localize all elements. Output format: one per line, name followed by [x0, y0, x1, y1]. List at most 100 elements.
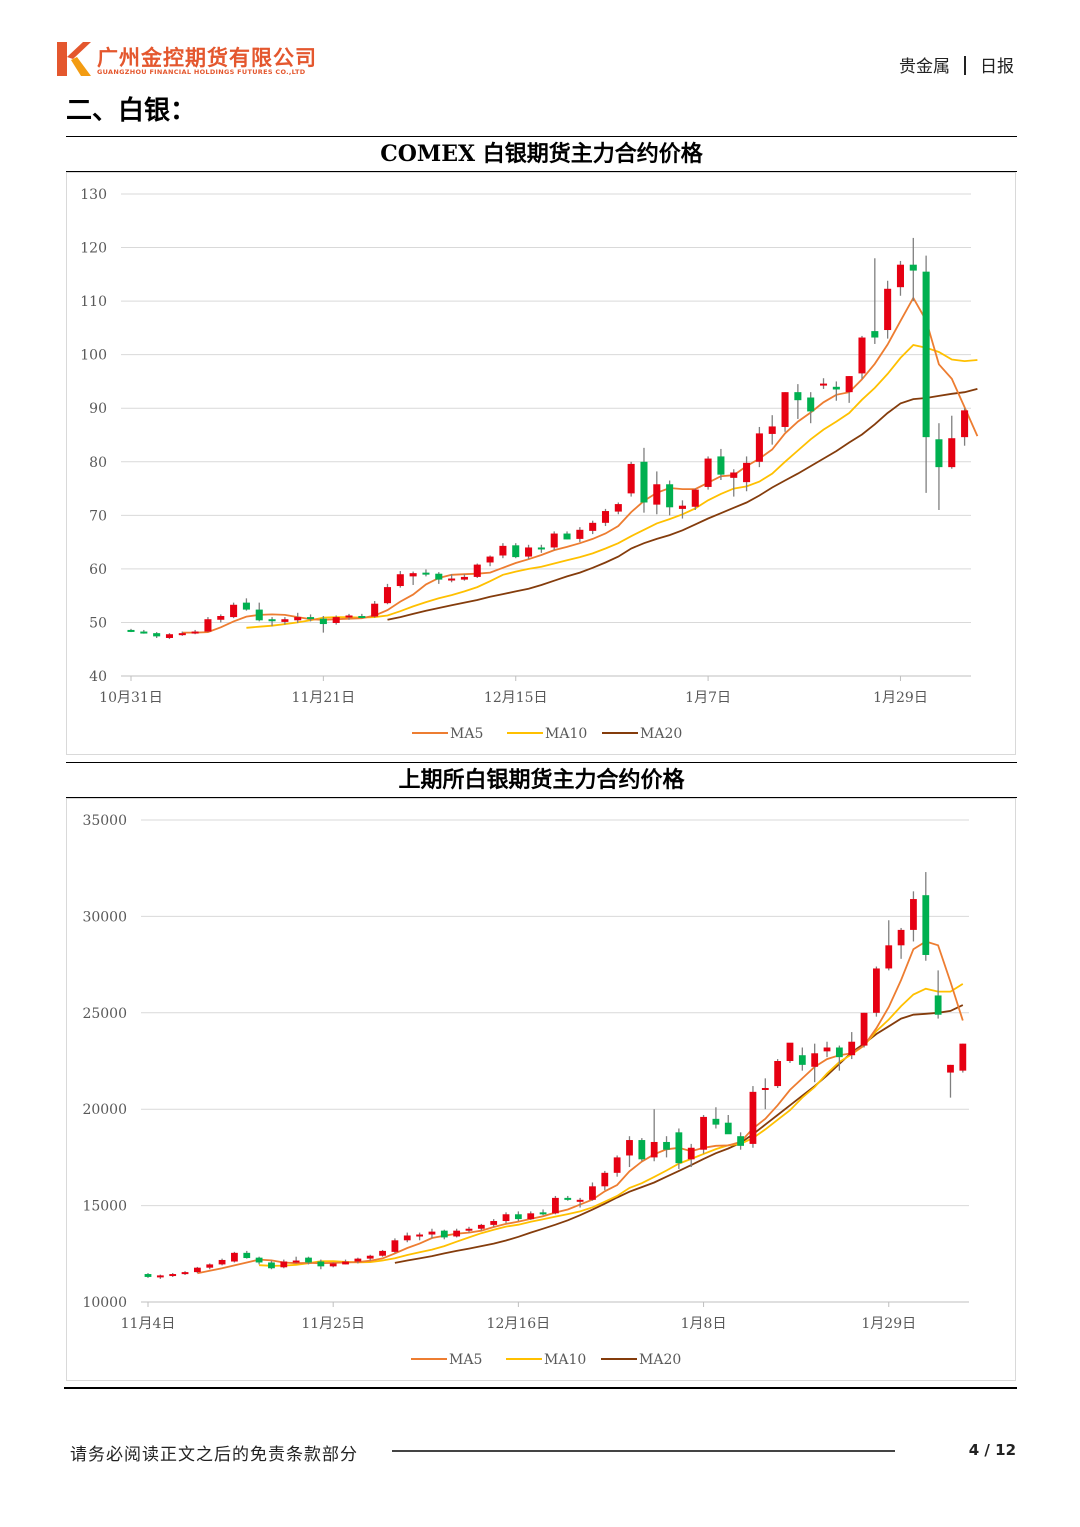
candle-body	[317, 1261, 325, 1267]
candle-body	[514, 1214, 522, 1220]
page-number: 4 / 12	[968, 1441, 1016, 1459]
candle-body	[948, 438, 956, 468]
legend-label-ma20: MA20	[640, 726, 682, 742]
candle-body	[934, 995, 942, 1015]
candle-body	[601, 511, 610, 523]
y-tick-label: 80	[89, 455, 107, 471]
candle-body	[613, 1157, 621, 1173]
candle-body	[871, 331, 879, 338]
x-tick-label: 1月29日	[873, 690, 928, 706]
candle-body	[490, 1221, 498, 1225]
candle-body	[858, 337, 866, 374]
candle-body	[638, 1140, 646, 1160]
x-tick-label: 11月25日	[301, 1316, 365, 1332]
candle-body	[460, 576, 468, 580]
candle-body	[396, 574, 404, 587]
candle-body	[832, 386, 840, 390]
legend-label-ma20: MA20	[639, 1352, 681, 1368]
x-tick-label: 1月8日	[681, 1316, 727, 1332]
candle-body	[897, 929, 905, 946]
candle-body	[379, 1250, 386, 1256]
y-tick-label: 15000	[82, 1199, 127, 1215]
candle-body	[307, 617, 315, 620]
x-tick-label: 12月16日	[487, 1316, 551, 1332]
candle-body	[947, 1064, 954, 1073]
candle-body	[354, 1258, 362, 1262]
candle-body	[712, 1118, 720, 1125]
report-category: 贵金属 日报	[899, 52, 1014, 77]
candle-body	[218, 1259, 226, 1265]
candle-body	[663, 1141, 670, 1150]
chart-title: 上期所白银期货主力合约价格	[66, 762, 1017, 798]
candle-body	[169, 1274, 177, 1277]
candle-body	[675, 1132, 683, 1164]
candle-body	[181, 1272, 189, 1275]
x-tick-label: 12月15日	[484, 690, 548, 706]
candle-body	[922, 895, 930, 955]
candle-body	[191, 631, 199, 634]
y-tick-label: 35000	[82, 813, 127, 829]
page-header: 广州金控期货有限公司 GUANGZHOU FINANCIAL HOLDINGS …	[0, 0, 1080, 90]
candle-body	[243, 1252, 251, 1259]
chart-title: COMEX 白银期货主力合约价格	[66, 136, 1017, 172]
candle-body	[807, 397, 815, 412]
candle-body	[403, 1235, 411, 1241]
candle-body	[305, 1257, 312, 1263]
candle-body	[153, 633, 161, 637]
legend-label-ma5: MA5	[450, 726, 483, 742]
candle-body	[193, 1267, 201, 1273]
y-tick-label: 90	[89, 401, 107, 417]
candle-body	[724, 1122, 732, 1135]
legend-label-ma10: MA10	[545, 726, 587, 742]
disclaimer-text: 请务必阅读正文之后的免责条款部分	[70, 1445, 358, 1465]
ma10-line	[259, 983, 964, 1267]
candle-body	[794, 392, 802, 401]
candle-body	[819, 383, 828, 386]
candle-body	[823, 1047, 831, 1052]
y-tick-label: 20000	[82, 1102, 127, 1118]
candle-body	[230, 604, 238, 618]
candle-body	[653, 484, 661, 505]
candle-body	[749, 1091, 757, 1144]
y-tick-label: 60	[89, 562, 107, 578]
x-tick-label: 11月4日	[121, 1316, 176, 1332]
candle-body	[292, 1260, 300, 1263]
candle-body	[416, 1234, 424, 1237]
category-label: 贵金属	[899, 57, 950, 77]
candle-body	[156, 1275, 164, 1278]
candle-body	[465, 1228, 473, 1231]
candle-body	[550, 533, 558, 548]
candle-body	[231, 1252, 238, 1262]
candle-body	[242, 602, 250, 610]
candle-body	[650, 1141, 658, 1158]
y-tick-label: 25000	[82, 1006, 127, 1022]
candle-body	[885, 945, 893, 969]
candle-body	[909, 264, 917, 271]
candle-body	[563, 533, 571, 540]
candle-body	[358, 616, 366, 619]
candle-body	[473, 564, 481, 577]
candle-body	[281, 619, 289, 622]
candle-body	[589, 1186, 596, 1200]
candle-body	[576, 1199, 584, 1202]
candle-body	[255, 609, 263, 621]
y-tick-label: 100	[80, 348, 107, 364]
candle-body	[910, 899, 917, 930]
legend-label-ma5: MA5	[449, 1352, 482, 1368]
y-tick-label: 50	[89, 615, 107, 631]
section-title: 二、白银：	[66, 96, 197, 126]
x-tick-label: 1月7日	[685, 690, 731, 706]
y-tick-label: 110	[80, 294, 107, 310]
x-tick-label: 10月31日	[99, 690, 163, 706]
candle-body	[601, 1172, 609, 1187]
candle-body	[319, 618, 327, 625]
candle-body	[383, 587, 392, 604]
candle-body	[537, 547, 545, 550]
ma5-line	[182, 296, 979, 634]
candle-body	[268, 619, 276, 622]
candle-body	[626, 1140, 633, 1156]
candle-body	[144, 1274, 152, 1277]
candle-body	[178, 633, 186, 636]
bottom-rule	[64, 1387, 1017, 1389]
candle-body	[884, 288, 892, 331]
